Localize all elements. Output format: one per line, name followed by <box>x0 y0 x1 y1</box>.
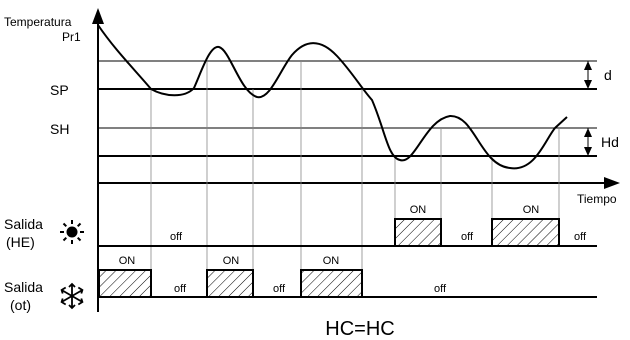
ot-on-label-1: ON <box>119 255 136 267</box>
he-off-label-1: off <box>170 231 183 243</box>
y-axis-label-line1: Temperatura <box>4 15 72 29</box>
ot-on-label-3: ON <box>323 255 340 267</box>
ot-off-label-3: off <box>434 283 447 295</box>
x-axis-arrow <box>604 177 620 189</box>
hd-label: Hd <box>601 134 619 150</box>
he-off-label-2: off <box>461 231 474 243</box>
guide-lines <box>150 61 560 297</box>
sun-icon <box>60 220 84 244</box>
ot-output-label-line2: (ot) <box>10 297 31 313</box>
ot-pulse-3 <box>300 269 363 298</box>
sp-label: SP <box>50 82 69 98</box>
d-label: d <box>604 67 612 83</box>
ot-on-label-2: ON <box>223 255 240 267</box>
ot-output-label-line1: Salida <box>4 279 43 295</box>
sh-label: SH <box>50 121 69 137</box>
ot-off-label-2: off <box>273 283 286 295</box>
he-on-label-1: ON <box>410 204 427 216</box>
he-pulse-1 <box>394 218 442 247</box>
he-output-label-line1: Salida <box>4 216 43 232</box>
ot-off-label-1: off <box>174 283 187 295</box>
hd-dimension <box>584 128 592 156</box>
x-axis-label: Tiempo <box>577 192 617 206</box>
snowflake-icon <box>60 282 84 310</box>
temperature-curve <box>97 24 568 170</box>
d-dimension <box>584 61 592 89</box>
he-on-label-2: ON <box>523 204 540 216</box>
he-off-label-3: off <box>574 231 587 243</box>
ot-pulse-2 <box>206 269 254 298</box>
ot-pulse-1 <box>98 269 152 298</box>
y-axis-label-line2: Pr1 <box>62 30 81 44</box>
caption: HC=HC <box>325 318 394 340</box>
he-pulse-2 <box>491 218 560 247</box>
he-output-label-line2: (HE) <box>6 234 35 250</box>
y-axis-arrow <box>92 8 104 24</box>
